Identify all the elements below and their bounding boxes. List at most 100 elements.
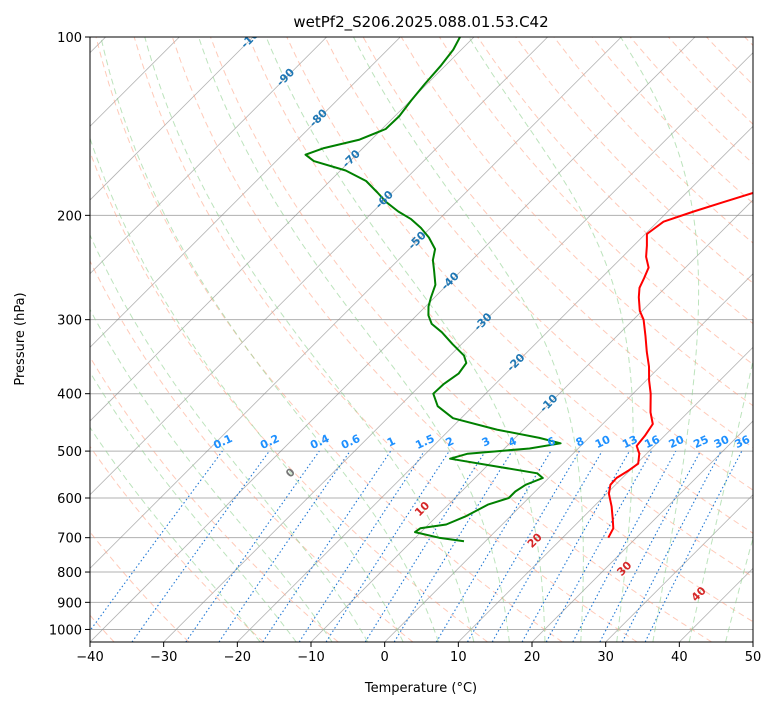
isotherm-label: -10: [537, 392, 560, 415]
moist-adiabat-label: 0: [283, 465, 298, 480]
dry-adiabat-line: [591, 37, 753, 204]
mixing-ratio-line: [90, 450, 223, 632]
dewpoint-profile-line: [304, 37, 562, 543]
y-axis-label: Pressure (hPa): [13, 292, 28, 385]
x-axis-label: Temperature (°C): [364, 681, 477, 696]
isotherm-line: [90, 37, 254, 201]
dry-adiabat-line: [90, 150, 488, 642]
mixing-ratio-label: 3: [480, 434, 492, 449]
x-tick-label: 40: [671, 650, 688, 665]
isotherm-line: [90, 37, 327, 275]
mixing-ratio-line: [298, 450, 425, 642]
moist-adiabat-line: [100, 37, 439, 642]
moist-adiabat-line: [688, 358, 753, 642]
x-tick-label: 0: [381, 650, 389, 665]
y-tick-label: 600: [57, 492, 82, 507]
mixing-ratio-line: [325, 450, 450, 642]
moist-adiabat-line: [90, 233, 369, 642]
mixing-ratio-line: [393, 450, 513, 642]
moist-adiabat-line: [725, 536, 753, 642]
moist-adiabat-line: [90, 308, 333, 642]
isotherm-line: [679, 567, 753, 642]
dry-adiabat-line: [706, 37, 753, 86]
moist-adiabat-line: [265, 37, 546, 642]
mixing-ratio-line: [521, 450, 630, 642]
y-tick-label: 400: [57, 388, 82, 403]
moist-adiabat-label: 40: [689, 584, 709, 604]
dry-adiabat-line: [515, 37, 753, 284]
moist-adiabat-label: 20: [525, 530, 545, 550]
mixing-ratio-label: 16: [642, 433, 662, 451]
dry-adiabat-line: [133, 37, 638, 642]
mixing-ratio-label: 1.5: [413, 432, 436, 452]
x-tick-label: −40: [76, 650, 103, 665]
mixing-ratio-label: 1: [385, 434, 397, 449]
mixing-ratio-label: 20: [667, 433, 687, 451]
mixing-ratio-line: [644, 450, 743, 642]
isotherm-label: -40: [439, 269, 462, 292]
isotherm-label: -90: [274, 66, 297, 89]
mixing-ratio-line: [185, 450, 320, 642]
plot-frame: [89, 36, 754, 643]
isotherm-line: [90, 37, 548, 496]
dry-adiabat-line: [286, 37, 753, 534]
y-axis: 100 200 300 400 500 600 700 800 900 1000: [49, 31, 90, 638]
mixing-ratio-label: 25: [691, 433, 710, 451]
dry-adiabat-line: [668, 37, 753, 125]
x-tick-label: −20: [224, 650, 251, 665]
y-tick-label: 500: [57, 445, 82, 460]
isotherm-line: [458, 346, 753, 642]
isotherm-line: [237, 125, 753, 642]
mixing-ratio-label: 0.2: [258, 432, 281, 452]
moist-adiabat-label: 30: [614, 559, 634, 579]
dry-adiabat-line: [553, 37, 753, 244]
moist-adiabat-line: [90, 426, 261, 642]
isotherm-label: -30: [471, 310, 494, 333]
mixing-ratio-label: 0.4: [308, 432, 331, 452]
dry-adiabat-line: [171, 37, 712, 642]
mixing-ratio-line: [262, 450, 392, 642]
x-tick-label: −10: [297, 650, 324, 665]
mixing-ratio-label: 4: [506, 434, 519, 449]
mixing-ratio-label: 10: [593, 433, 613, 451]
dry-adiabat-line: [90, 356, 339, 642]
x-tick-label: 10: [450, 650, 467, 665]
line-labels: -100-90-80-70-60-50-40-30-20-100.1 0.2 0.4…: [211, 37, 752, 604]
x-tick-label: −30: [150, 650, 177, 665]
isotherm-line: [90, 37, 401, 348]
y-tick-label: 300: [57, 314, 82, 329]
isotherm-line: [752, 641, 753, 642]
mixing-ratio-label: 2: [444, 434, 456, 449]
mixing-ratio-line: [545, 450, 653, 642]
dry-adiabat-line: [90, 259, 414, 642]
dry-adiabat-line: [210, 37, 753, 623]
dry-adiabat-line: [90, 531, 190, 642]
x-axis: −40 −30 −20 −10 0 10 20 30 40 50: [76, 642, 761, 665]
y-tick-label: 900: [57, 596, 82, 611]
moist-adiabat-line: [620, 37, 700, 642]
y-tick-label: 1000: [49, 623, 82, 638]
mixing-ratio-label: 13: [620, 433, 639, 451]
isotherm-line: [90, 37, 622, 569]
dry-adiabat-line: [248, 37, 753, 578]
isotherm-line: [605, 494, 753, 642]
mixing-ratio-line: [218, 450, 351, 642]
dry-adiabat-line: [324, 37, 753, 491]
mixing-ratio-line: [572, 450, 677, 642]
x-tick-label: 20: [524, 650, 541, 665]
y-tick-label: 100: [57, 31, 82, 46]
isotherm-line: [90, 37, 696, 642]
isotherm-label: -80: [307, 106, 330, 129]
mixing-ratio-line: [364, 450, 486, 642]
moist-adiabat-line: [90, 136, 404, 642]
temperature-profile-line: [607, 191, 753, 539]
isotherm-line: [163, 52, 753, 642]
mixing-ratio-label: 30: [712, 433, 732, 451]
background-lines: [90, 37, 753, 642]
x-tick-label: 50: [745, 650, 762, 665]
moist-adiabat-line: [90, 371, 297, 642]
y-tick-label: 800: [57, 566, 82, 581]
moist-adiabat-line: [198, 37, 510, 642]
y-tick-label: 700: [57, 532, 82, 547]
